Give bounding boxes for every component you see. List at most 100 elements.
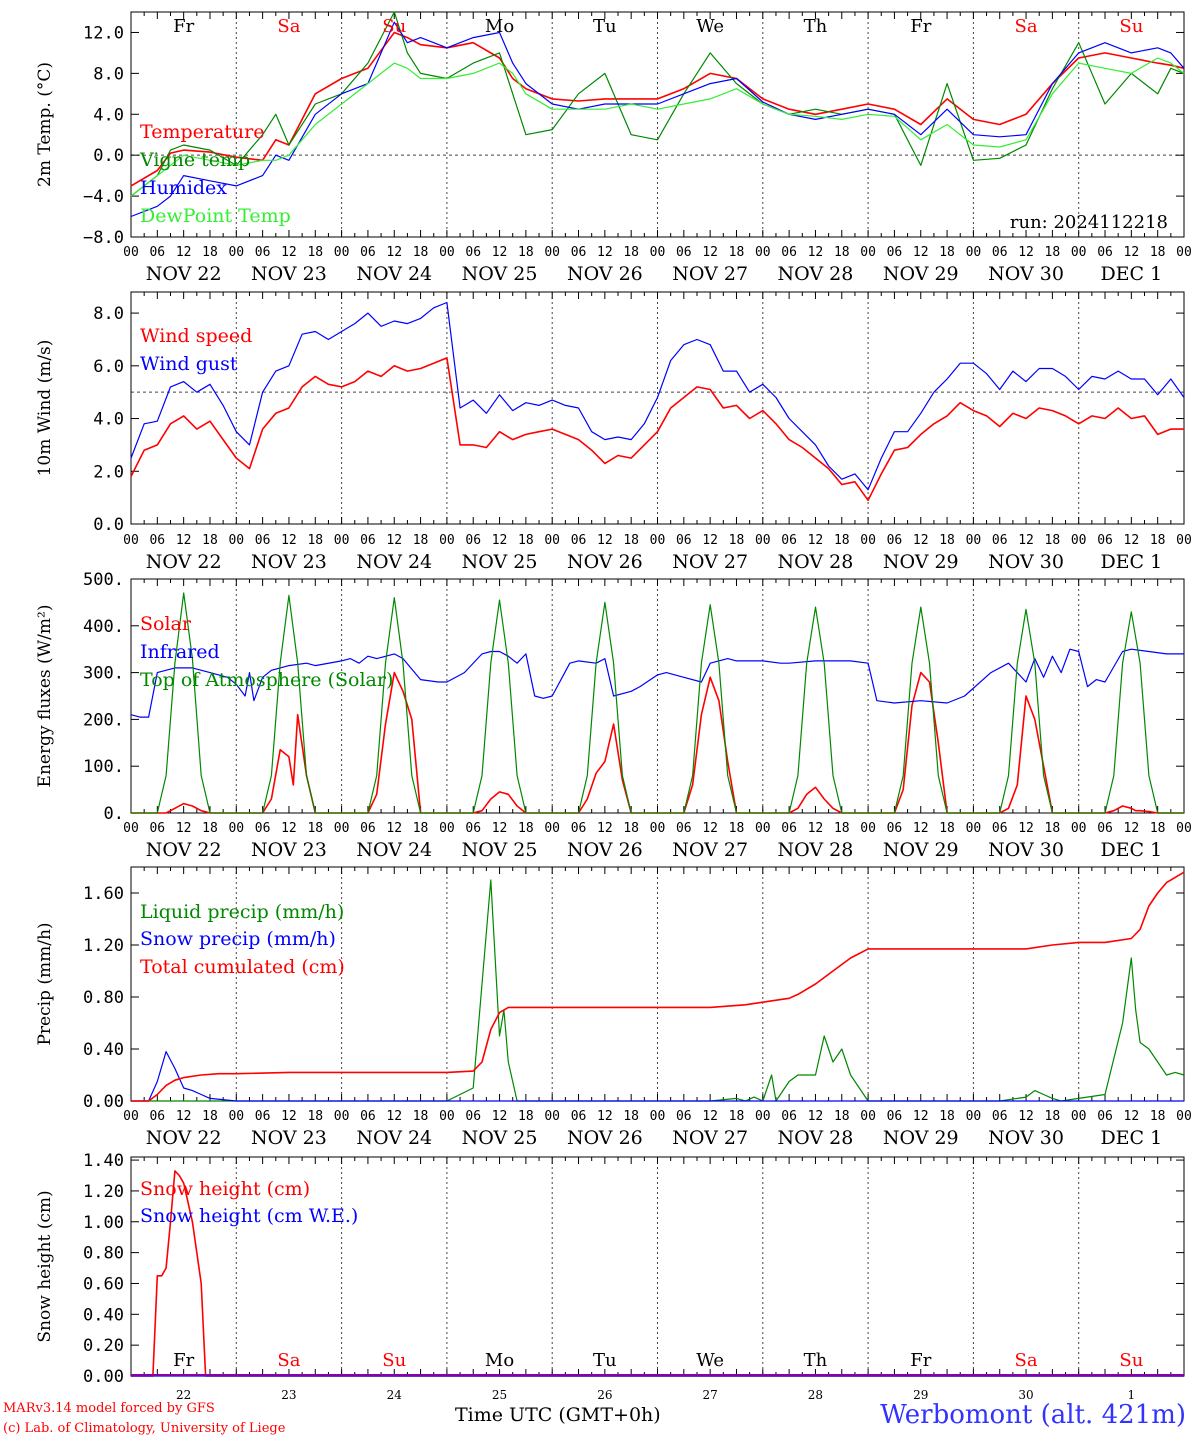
y-tick-label: 0.40 — [83, 1040, 124, 1060]
hour-tick-label: 12 — [913, 821, 929, 836]
hour-tick-label: 12 — [1124, 245, 1140, 260]
hour-tick-label: 00 — [544, 533, 560, 548]
date-label: NOV 23 — [251, 263, 327, 285]
y-tick-label: 0.60 — [83, 1274, 124, 1294]
date-label: NOV 27 — [672, 263, 748, 285]
y-tick-label: 0.0 — [93, 515, 124, 535]
date-label: NOV 27 — [672, 551, 748, 573]
hour-tick-label: 00 — [755, 821, 771, 836]
date-label: NOV 27 — [672, 1127, 748, 1149]
legend-entry: Solar — [140, 613, 192, 635]
y-tick-label: 0.00 — [83, 1367, 124, 1387]
y-tick-label: 1.20 — [83, 1182, 124, 1202]
hour-tick-label: 06 — [887, 1109, 903, 1124]
hour-tick-label: 00 — [334, 821, 350, 836]
hour-tick-label: 12 — [913, 1109, 929, 1124]
hour-tick-label: 12 — [597, 245, 613, 260]
hour-tick-label: 12 — [597, 533, 613, 548]
series-line-blue — [131, 1050, 1184, 1102]
hour-tick-label: 06 — [992, 245, 1008, 260]
legend-entry: Snow height (cm W.E.) — [140, 1205, 358, 1227]
date-label: NOV 25 — [462, 551, 538, 573]
hour-tick-label: 18 — [1150, 821, 1166, 836]
y-tick-label: −8.0 — [83, 228, 124, 248]
hour-tick-label: 06 — [465, 1109, 481, 1124]
legend-entry: Snow height (cm) — [140, 1178, 310, 1200]
y-tick-label: 1.40 — [83, 1151, 124, 1171]
date-label: NOV 30 — [988, 839, 1064, 861]
hour-tick-label: 18 — [939, 1109, 955, 1124]
hour-tick-label: 00 — [544, 821, 560, 836]
day-abbrev: Sa — [1015, 16, 1038, 37]
hour-tick-label: 00 — [123, 821, 139, 836]
date-label: NOV 22 — [146, 551, 222, 573]
hour-tick-label: 06 — [360, 245, 376, 260]
run-label: run: 2024112218 — [1010, 212, 1168, 233]
hour-tick-label: 00 — [1071, 1109, 1087, 1124]
hour-tick-label: 00 — [544, 245, 560, 260]
hour-tick-label: 00 — [966, 1109, 982, 1124]
hour-tick-label: 12 — [281, 533, 297, 548]
hour-tick-label: 18 — [939, 533, 955, 548]
hour-tick-label: 18 — [1045, 1109, 1061, 1124]
y-tick-label: 500. — [83, 570, 124, 590]
date-label: NOV 28 — [778, 839, 854, 861]
hour-tick-label: 00 — [755, 533, 771, 548]
hour-tick-label: 00 — [860, 1109, 876, 1124]
series-line-lightgreen — [130, 57, 1185, 197]
hour-tick-label: 06 — [255, 1109, 271, 1124]
hour-tick-label: 00 — [1176, 1109, 1192, 1124]
hour-tick-label: 06 — [255, 533, 271, 548]
hour-tick-label: 12 — [492, 1109, 508, 1124]
day-number: 29 — [913, 1388, 928, 1402]
hour-tick-label: 00 — [334, 533, 350, 548]
y-tick-label: 0.0 — [93, 146, 124, 166]
y-tick-label: 400. — [83, 617, 124, 637]
date-label: NOV 22 — [146, 263, 222, 285]
hour-tick-label: 06 — [360, 533, 376, 548]
hour-tick-label: 00 — [650, 245, 666, 260]
y-tick-label: 6.0 — [93, 357, 124, 377]
y-tick-label: 4.0 — [93, 410, 124, 430]
legend-entry: DewPoint Temp — [140, 205, 291, 227]
hour-tick-label: 06 — [360, 821, 376, 836]
hour-tick-label: 12 — [176, 1109, 192, 1124]
date-label: NOV 30 — [988, 263, 1064, 285]
y-tick-label: 0.20 — [83, 1336, 124, 1356]
hour-tick-label: 12 — [1124, 1109, 1140, 1124]
y-tick-label: 200. — [83, 710, 124, 730]
hour-tick-label: 06 — [465, 533, 481, 548]
model-credit: MARv3.14 model forced by GFS — [3, 1401, 215, 1416]
date-label: NOV 25 — [462, 263, 538, 285]
date-label: NOV 24 — [356, 1127, 432, 1149]
hour-tick-label: 18 — [518, 1109, 534, 1124]
hour-tick-label: 00 — [966, 533, 982, 548]
hour-tick-label: 18 — [729, 821, 745, 836]
hour-tick-label: 00 — [1176, 245, 1192, 260]
hour-tick-label: 00 — [650, 1109, 666, 1124]
hour-tick-label: 18 — [413, 821, 429, 836]
hour-tick-label: 18 — [939, 245, 955, 260]
hour-tick-label: 18 — [729, 533, 745, 548]
hour-tick-label: 00 — [1071, 533, 1087, 548]
hour-tick-label: 12 — [1018, 533, 1034, 548]
hour-tick-label: 06 — [676, 245, 692, 260]
hour-tick-label: 12 — [281, 821, 297, 836]
y-tick-label: 0.80 — [83, 988, 124, 1008]
day-abbrev: Su — [1119, 16, 1143, 37]
hour-tick-label: 00 — [228, 245, 244, 260]
panel-4: 1.60 1.20 0.80 0.40 0.00 Precip (mm/h) Liquid … — [35, 866, 1192, 1149]
hour-tick-label: 06 — [255, 245, 271, 260]
hour-tick-label: 06 — [149, 245, 165, 260]
date-label: NOV 25 — [462, 1127, 538, 1149]
hour-tick-label: 00 — [544, 1109, 560, 1124]
hour-tick-label: 18 — [518, 533, 534, 548]
lab-credit: (c) Lab. of Climatology, University of L… — [3, 1421, 286, 1436]
date-label: NOV 29 — [883, 839, 959, 861]
hour-tick-label: 12 — [1124, 533, 1140, 548]
hour-tick-label: 00 — [1176, 821, 1192, 836]
hour-tick-label: 12 — [702, 245, 718, 260]
day-number: 25 — [492, 1388, 507, 1402]
hour-tick-label: 18 — [729, 245, 745, 260]
hour-tick-label: 12 — [281, 1109, 297, 1124]
